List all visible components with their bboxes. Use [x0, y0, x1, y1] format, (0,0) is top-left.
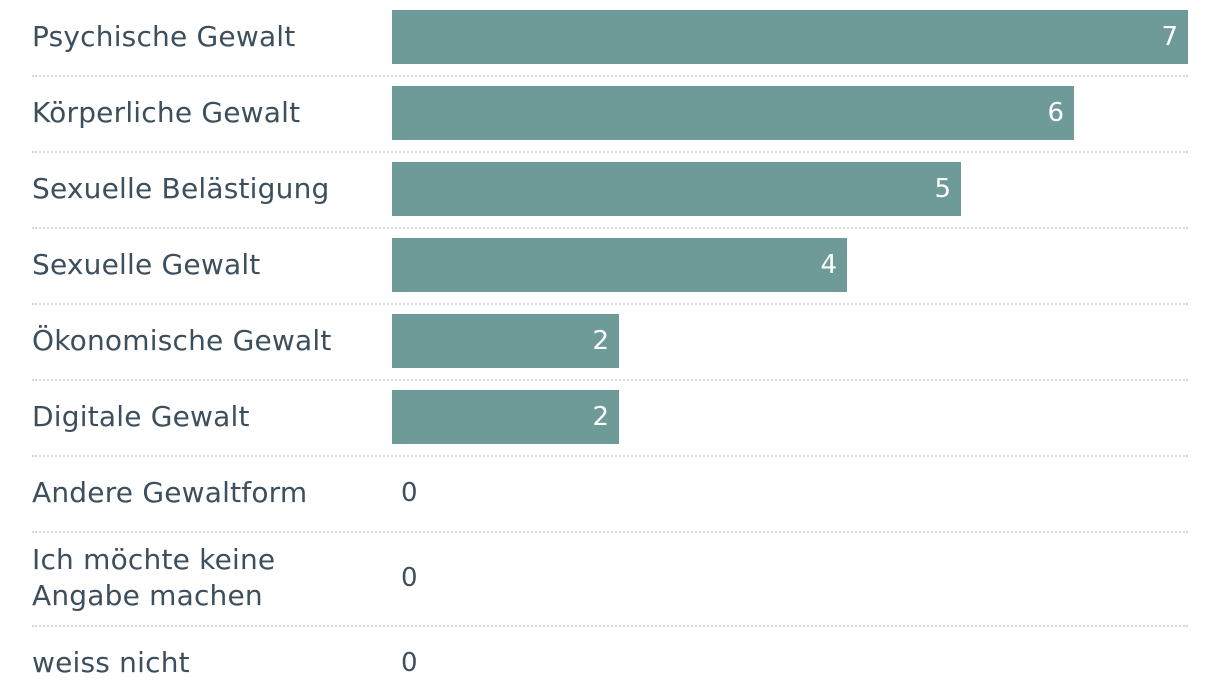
category-label: weiss nicht — [32, 646, 190, 679]
category-label: Sexuelle Gewalt — [32, 248, 261, 281]
data-label: 0 — [401, 563, 418, 593]
category-label: Andere Gewaltform — [32, 476, 308, 509]
row-separator — [32, 531, 1188, 533]
bar — [392, 238, 847, 292]
category-label: Ich möchte keine Angabe machen — [32, 543, 276, 612]
bar — [392, 10, 1188, 64]
data-label: 2 — [592, 326, 609, 356]
category-label: Ökonomische Gewalt — [32, 324, 332, 357]
row-separator — [32, 455, 1188, 457]
data-label: 0 — [401, 478, 418, 508]
row-separator — [32, 625, 1188, 627]
data-label: 6 — [1047, 98, 1064, 128]
bar — [392, 86, 1074, 140]
row-separator — [32, 303, 1188, 305]
bar — [392, 390, 619, 444]
data-label: 7 — [1161, 22, 1178, 52]
bar — [392, 162, 961, 216]
category-label: Psychische Gewalt — [32, 20, 296, 53]
row-separator — [32, 75, 1188, 77]
category-label: Sexuelle Belästigung — [32, 172, 330, 205]
data-label: 5 — [934, 174, 951, 204]
row-separator — [32, 227, 1188, 229]
data-label: 0 — [401, 648, 418, 678]
data-label: 4 — [820, 250, 837, 280]
data-label: 2 — [592, 402, 609, 432]
category-label: Digitale Gewalt — [32, 400, 250, 433]
bar — [392, 314, 619, 368]
category-label: Körperliche Gewalt — [32, 96, 301, 129]
row-separator — [32, 379, 1188, 381]
row-separator — [32, 151, 1188, 153]
